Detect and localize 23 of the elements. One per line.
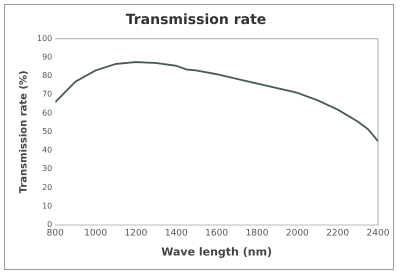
x-tick-label: 1400	[164, 228, 188, 239]
y-tick-label: 70	[42, 90, 52, 99]
y-tick-label: 10	[42, 201, 52, 210]
y-tick-label: 50	[42, 126, 52, 136]
x-tick-label: 1800	[246, 228, 269, 239]
y-tick-label: 20	[42, 182, 52, 192]
x-tick-label: 1200	[124, 228, 148, 239]
y-tick-label: 90	[42, 52, 52, 62]
chart-title: Transmission rate	[126, 12, 266, 28]
y-tick-label: 60	[42, 108, 52, 118]
y-axis-title: Transmission rate (%)	[18, 70, 30, 194]
y-tick-label: 80	[42, 71, 52, 80]
x-tick-label: 2000	[286, 228, 310, 239]
y-tick-label: 40	[42, 146, 52, 155]
x-tick-label: 2200	[326, 228, 350, 239]
x-tick-label: 1000	[84, 228, 108, 239]
x-tick-label: 2400	[366, 228, 390, 239]
x-tick-label: 800	[46, 228, 64, 239]
y-tick-label: 30	[42, 164, 52, 174]
x-axis-title: Wave length (nm)	[161, 245, 272, 258]
y-tick-label: 0	[47, 220, 52, 230]
y-tick-label: 100	[36, 34, 52, 43]
x-tick-label: 1600	[205, 228, 228, 239]
